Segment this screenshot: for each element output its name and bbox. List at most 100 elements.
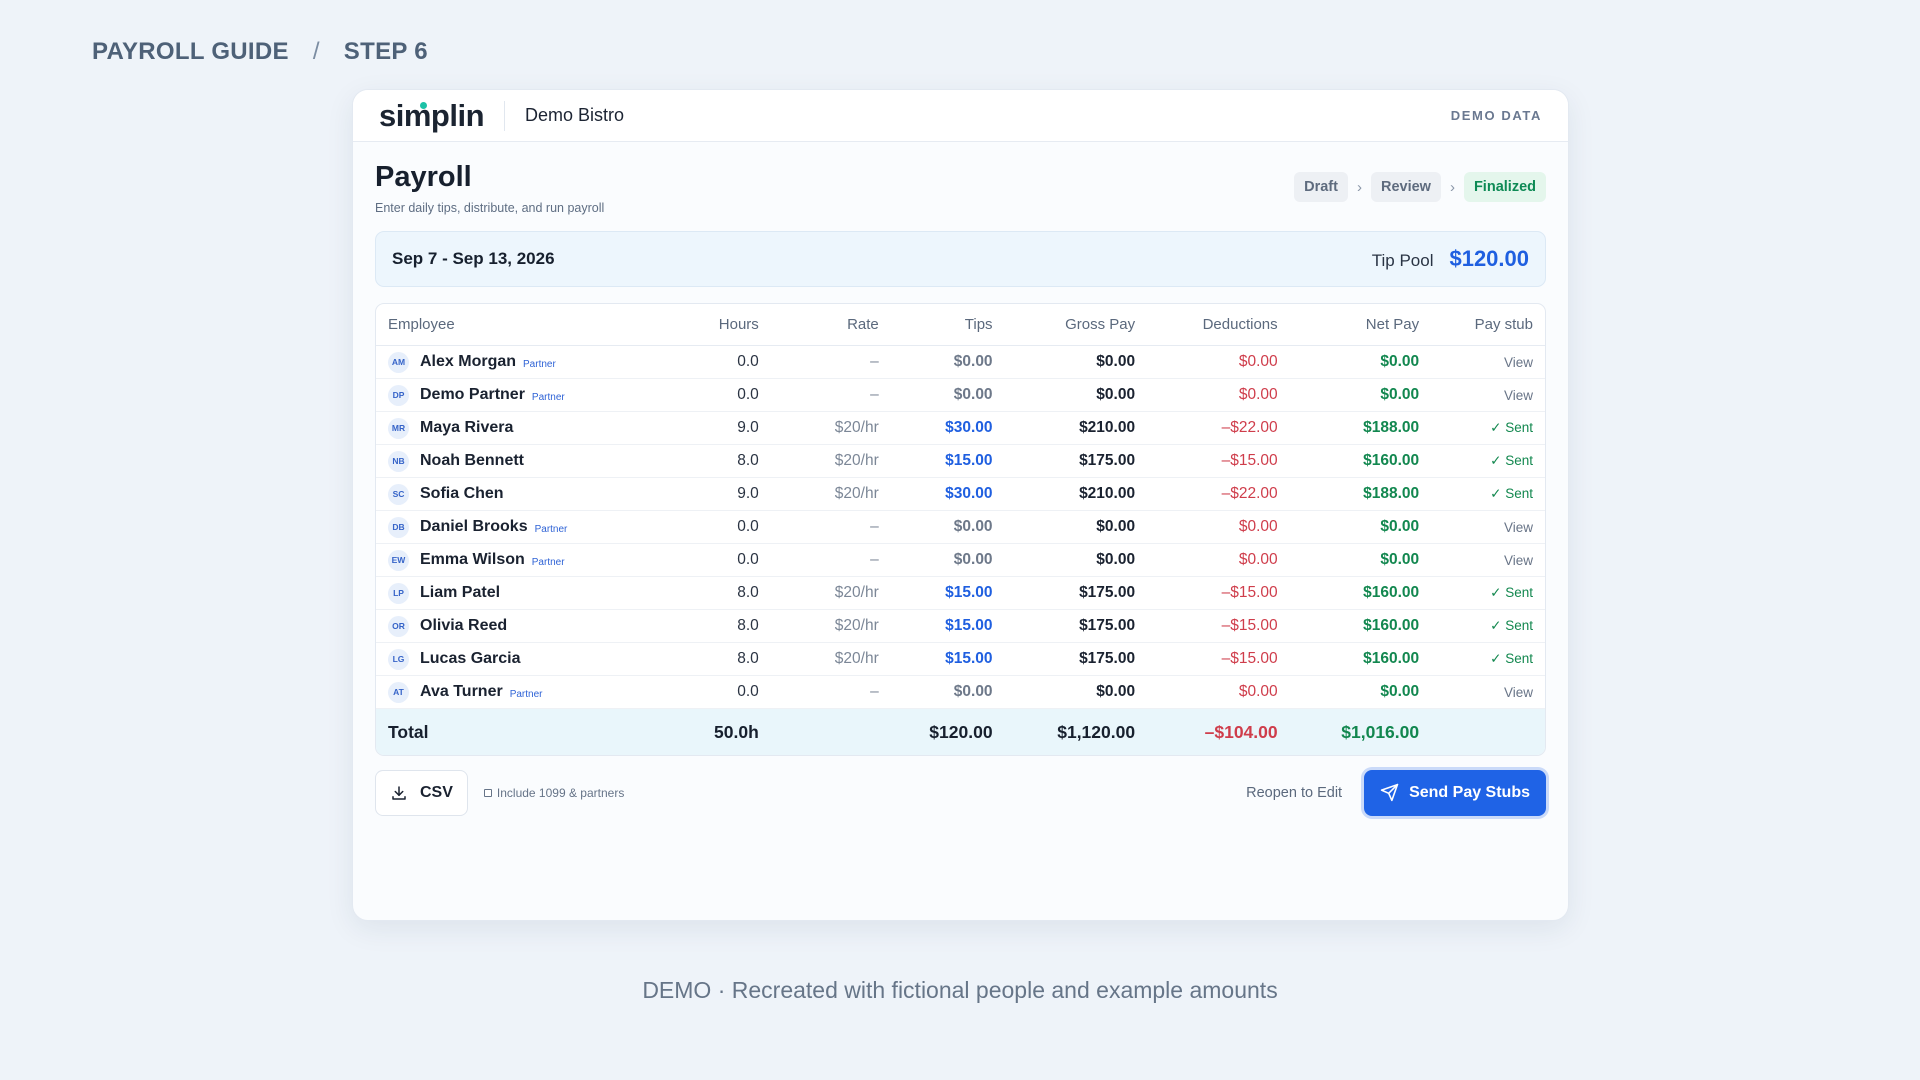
employee-info: LG Lucas Garcia (388, 648, 521, 670)
include-1099-partners-toggle[interactable]: Include 1099 & partners (483, 785, 625, 800)
guide-step: STEP 6 (343, 38, 428, 65)
net-pay-cell: $160.00 (1289, 642, 1432, 677)
hours-cell: 0.0 (683, 510, 771, 545)
action-bar: CSV Include 1099 & partners Reopen to Ed… (375, 769, 1546, 816)
deductions-cell: –$15.00 (1147, 576, 1290, 611)
title-row: Payroll Enter daily tips, distribute, an… (375, 160, 1546, 215)
hours-cell: 8.0 (683, 609, 771, 644)
logo-text: simplin (379, 98, 485, 133)
gross-pay-cell: $0.00 (1004, 675, 1148, 710)
deductions-cell: $0.00 (1147, 345, 1290, 380)
gross-pay-cell: $0.00 (1004, 510, 1148, 545)
deductions-cell: $0.00 (1147, 510, 1290, 545)
tips-cell: $0.00 (890, 543, 1005, 578)
gross-pay-cell: $0.00 (1004, 378, 1148, 413)
gross-pay-cell: $0.00 (1004, 345, 1148, 380)
deductions-cell: $0.00 (1147, 675, 1290, 710)
net-pay-cell: $188.00 (1289, 411, 1432, 446)
table-row: NB Noah Bennett 8.0 $20/hr $15.00 $175.00 –$15… (376, 444, 1545, 479)
tips-cell: $15.00 (890, 444, 1005, 479)
status-step-draft: Draft (1294, 172, 1348, 202)
rate-cell: $20/hr (770, 411, 891, 446)
guide-header: PAYROLL GUIDE / STEP 6 (92, 38, 428, 66)
table-row: DB Daniel Brooks Partner 0.0– $0.00 $0.00 $0.0… (376, 510, 1545, 545)
rate-cell: – (770, 543, 891, 578)
include-1099-checkbox[interactable] (483, 788, 492, 797)
employee-name: Alex Morgan (420, 353, 517, 371)
payroll-table: Employee Hours Rate Tips Gross Pay Deduc… (375, 302, 1546, 756)
employee-info: MR Maya Rivera (388, 417, 513, 439)
chevron-right-icon: › (1356, 178, 1362, 196)
avatar: SC (388, 483, 409, 505)
column-header-hours: Hours (683, 303, 771, 347)
deductions-cell: $0.00 (1147, 543, 1290, 578)
hours-cell: 8.0 (683, 642, 771, 677)
employee-cell: NB Noah Bennett (376, 444, 684, 479)
employee-cell: AT Ava Turner Partner (376, 675, 684, 710)
tips-cell: $0.00 (890, 510, 1005, 545)
partner-badge: Partner (531, 391, 565, 403)
tip-pool-label: Tip Pool (1371, 250, 1434, 270)
employee-name: Liam Patel (420, 584, 501, 602)
employee-info: EW Emma Wilson Partner (388, 549, 565, 571)
employee-name: Olivia Reed (420, 617, 508, 635)
tips-cell: $0.00 (890, 675, 1005, 710)
avatar: AT (388, 681, 409, 703)
partner-badge: Partner (523, 358, 556, 370)
employee-info: AT Ava Turner Partner (388, 681, 542, 703)
rate-cell: – (770, 675, 891, 710)
gross-pay-cell: $175.00 (1004, 576, 1148, 611)
employee-cell: AM Alex Morgan Partner (376, 345, 684, 380)
avatar: LG (388, 648, 409, 670)
send-button-label: Send Pay Stubs (1409, 783, 1530, 801)
employee-cell: LG Lucas Garcia (376, 642, 684, 677)
rate-cell: – (770, 378, 891, 413)
view-pay-stub-link[interactable]: View (1431, 675, 1545, 710)
hours-cell: 0.0 (683, 675, 771, 710)
reopen-to-edit-link[interactable]: Reopen to Edit (1246, 784, 1343, 801)
employee-name: Sofia Chen (420, 485, 504, 503)
deductions-cell: –$22.00 (1147, 477, 1290, 512)
employee-name: Daniel Brooks (420, 518, 528, 536)
avatar: MR (388, 417, 409, 439)
deductions-cell: –$15.00 (1147, 642, 1290, 677)
tips-cell: $30.00 (890, 477, 1005, 512)
pay-stub-sent-status: ✓ Sent (1431, 477, 1545, 512)
csv-export-button[interactable]: CSV (375, 769, 468, 816)
demo-data-badge: DEMO DATA (1450, 108, 1542, 123)
hours-cell: 0.0 (683, 345, 771, 380)
chevron-right-icon: › (1449, 178, 1455, 196)
deductions-cell: $0.00 (1147, 378, 1290, 413)
net-pay-cell: $160.00 (1289, 444, 1432, 479)
send-pay-stubs-button[interactable]: Send Pay Stubs (1364, 769, 1546, 816)
pay-stub-sent-status: ✓ Sent (1431, 411, 1545, 446)
include-1099-label: Include 1099 & partners (496, 785, 625, 800)
employee-info: AM Alex Morgan Partner (388, 351, 556, 373)
partner-badge: Partner (534, 523, 568, 535)
pay-period-bar: Sep 7 - Sep 13, 2026 Tip Pool $120.00 (375, 230, 1546, 287)
view-pay-stub-link[interactable]: View (1431, 378, 1545, 413)
net-pay-cell: $188.00 (1289, 477, 1432, 512)
logo: simplin (379, 98, 485, 133)
avatar: AM (388, 351, 409, 373)
employee-cell: EW Emma Wilson Partner (376, 543, 684, 578)
table-total-row: Total 50.0h $120.00 $1,120.00 –$104.00 $… (376, 708, 1545, 755)
view-pay-stub-link[interactable]: View (1431, 543, 1545, 578)
net-pay-cell: $0.00 (1289, 345, 1432, 380)
hours-cell: 0.0 (683, 543, 771, 578)
gross-pay-cell: $175.00 (1004, 642, 1148, 677)
gross-pay-cell: $0.00 (1004, 543, 1148, 578)
employee-name: Emma Wilson (420, 551, 525, 569)
rate-cell: $20/hr (770, 576, 891, 611)
avatar: DP (388, 384, 409, 406)
employee-info: OR Olivia Reed (388, 615, 508, 637)
hours-cell: 0.0 (683, 378, 771, 413)
deductions-cell: –$15.00 (1147, 609, 1290, 644)
employee-cell: DP Demo Partner Partner (376, 378, 684, 413)
tips-cell: $0.00 (890, 378, 1005, 413)
view-pay-stub-link[interactable]: View (1431, 510, 1545, 545)
tip-pool-value: $120.00 (1449, 245, 1529, 271)
send-icon (1380, 784, 1399, 802)
view-pay-stub-link[interactable]: View (1431, 345, 1545, 380)
employee-name: Lucas Garcia (420, 650, 521, 668)
